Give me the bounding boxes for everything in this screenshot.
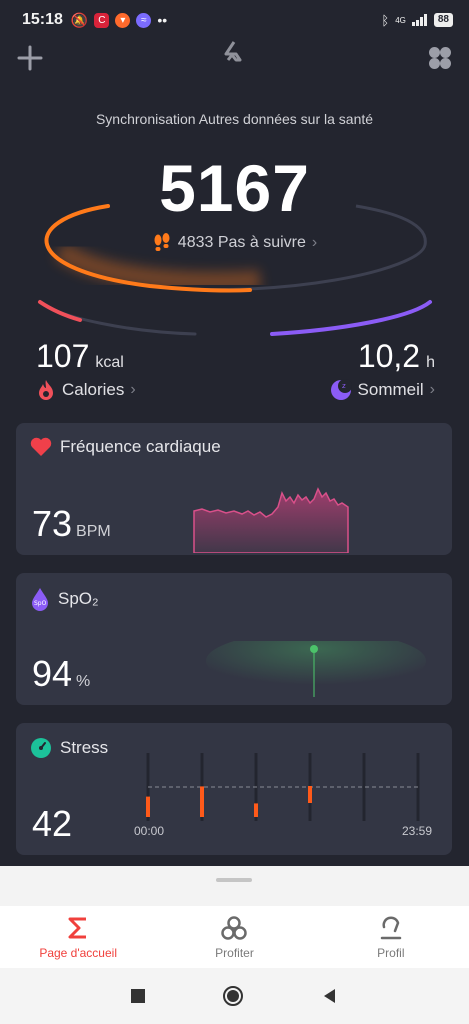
sigma-icon [68, 917, 87, 939]
network-type: 4G [395, 15, 406, 25]
heart-rate-unit: BPM [76, 523, 111, 540]
stress-bar [308, 786, 312, 803]
nav-home-label: Page d'accueil [39, 946, 117, 960]
battery-indicator: 88 [433, 13, 453, 27]
stress-bar [254, 803, 258, 817]
nav-enjoy[interactable]: Profiter [156, 906, 312, 968]
sleep-label: Sommeil [357, 380, 424, 399]
droplet-icon: SpO [32, 588, 48, 611]
top-bar [0, 40, 469, 84]
stress-bar [200, 786, 204, 817]
heart-icon [30, 437, 52, 456]
steps-ring-progress [44, 204, 252, 293]
sheet-drag-handle[interactable] [216, 878, 252, 882]
status-time: 15:18 [22, 11, 63, 28]
heart-rate-card[interactable]: Fréquence cardiaque 73 BPM [16, 423, 452, 555]
bottom-sheet[interactable] [0, 866, 469, 906]
silent-icon: 🔕 [70, 11, 89, 28]
calories-ring-progress [38, 300, 82, 322]
add-icon[interactable] [16, 44, 44, 72]
calories-value: 107 [36, 338, 90, 374]
heart-rate-value: 73 [32, 503, 73, 544]
brave-icon: ▾ [115, 12, 131, 28]
stress-title: Stress [60, 738, 109, 757]
stress-end-label: 23:59 [402, 824, 432, 838]
system-navigation-bar [0, 968, 469, 1024]
enjoy-icon [221, 916, 248, 940]
stress-chart: 00:00 23:59 [134, 753, 432, 838]
chevron-right-icon: › [311, 234, 318, 251]
calories-label: Calories [62, 380, 125, 399]
profile-icon [380, 916, 402, 940]
moon-icon: z [330, 379, 352, 400]
heart-rate-chart [193, 487, 349, 553]
widgets-grid-icon[interactable] [428, 46, 452, 70]
sleep-ring-progress [270, 300, 432, 336]
stress-bar [146, 796, 150, 817]
stress-value: 42 [32, 803, 73, 844]
nav-profile-label: Profil [377, 946, 405, 960]
calories-unit: kcal [95, 354, 124, 371]
spo2-data-point [310, 645, 318, 653]
spo2-title: SpO₂ [58, 589, 99, 608]
chevron-right-icon: › [429, 381, 435, 398]
spo2-chart [206, 641, 426, 697]
sleep-value: 10,2 [357, 338, 421, 374]
heart-rate-area [193, 487, 349, 553]
recent-apps-icon[interactable] [128, 986, 148, 1006]
svg-text:SpO: SpO [34, 600, 47, 607]
svg-text:z: z [342, 382, 346, 390]
stress-gauge-icon [31, 738, 51, 758]
steps-target-label: 4833 Pas à suivre [177, 234, 306, 251]
bluetooth-icon: ᛒ [381, 12, 390, 28]
spo2-unit: % [76, 673, 91, 690]
flame-icon [39, 380, 53, 400]
app-notification-icon: C [94, 12, 110, 28]
zepp-logo-icon [224, 41, 242, 62]
spo2-card[interactable]: SpO SpO₂ 94% [16, 573, 452, 705]
sleep-metric[interactable]: 10,2 h z Sommeil › [330, 338, 435, 401]
back-icon[interactable] [320, 986, 340, 1006]
bottom-navigation: Page d'accueil Profiter Profil [0, 906, 469, 968]
sleep-unit: h [426, 354, 435, 371]
activity-rings [38, 204, 432, 336]
signal-icon [411, 14, 427, 26]
nav-enjoy-label: Profiter [215, 946, 254, 960]
home-icon[interactable] [223, 986, 243, 1006]
sync-link[interactable]: Synchronisation Autres données sur la sa… [95, 111, 374, 127]
status-bar: 15:18 🔕 C ▾ ≈ •• ᛒ 4G 88 [0, 0, 469, 40]
messenger-icon: ≈ [136, 12, 152, 28]
stress-card[interactable]: Stress 42 00:00 23:59 [16, 723, 452, 855]
nav-profile[interactable]: Profil [313, 906, 469, 968]
spo2-value: 94 [32, 653, 73, 694]
footsteps-icon [154, 233, 170, 251]
nav-home[interactable]: Page d'accueil [0, 906, 156, 968]
steps-target[interactable]: 4833 Pas à suivre › [0, 233, 469, 253]
calories-ring-track [38, 300, 197, 336]
chevron-right-icon: › [130, 381, 136, 398]
heart-rate-title: Fréquence cardiaque [60, 437, 221, 456]
calories-metric[interactable]: 107 kcal Calories › [36, 338, 136, 401]
more-notifications-icon: •• [157, 12, 168, 28]
steps-count[interactable]: 5167 [159, 151, 310, 225]
stress-start-label: 00:00 [134, 824, 164, 838]
